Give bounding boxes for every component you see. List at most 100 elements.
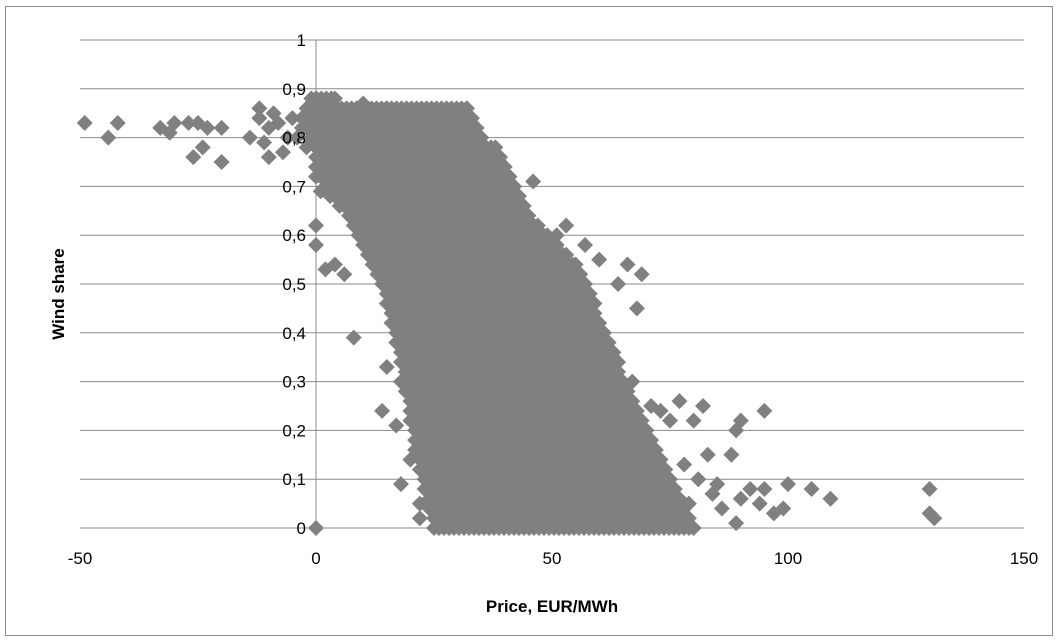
data-point [459,110,476,127]
data-point [624,373,641,390]
data-point [619,256,636,273]
data-point [454,251,471,268]
data-point [397,178,414,195]
data-point [581,471,598,488]
data-point [308,520,324,536]
data-point [501,276,518,292]
data-point [416,344,433,361]
dense-marker [685,520,702,536]
data-point [260,149,277,166]
data-point [713,500,730,517]
data-point [676,456,693,473]
data-point [577,236,594,253]
data-point [510,383,527,400]
data-point [308,168,324,185]
data-point [308,90,324,107]
data-point [699,446,716,463]
data-point [525,173,542,190]
data-point [194,139,211,156]
data-point [440,471,457,488]
data-point [671,393,688,410]
data-point [350,217,367,234]
data-point [600,495,617,512]
data-point [558,217,575,234]
data-point [822,490,839,507]
y-tick-label: 0,1 [282,470,306,489]
data-point [279,129,296,146]
data-point [591,251,608,268]
data-point [374,402,391,419]
data-point [293,119,310,136]
data-point [628,300,645,317]
data-point [695,398,712,414]
data-point [411,510,428,527]
x-axis-title: Price, EUR/MWh [486,597,618,616]
data-point [539,505,556,522]
data-point [482,227,499,244]
y-tick-label: 0,9 [282,80,306,99]
data-point [534,251,551,268]
data-point [468,290,485,307]
gridlines [80,39,1024,529]
data-point [506,510,523,527]
data-point [421,437,438,454]
data-point [463,461,480,478]
data-point [359,168,376,185]
y-tick-label: 0,3 [282,373,306,392]
data-point [496,446,513,463]
data-point [586,324,603,341]
y-tick-label: 0,6 [282,226,306,245]
data-point [449,510,466,527]
data-point [605,349,622,366]
data-point [496,178,513,195]
data-point [397,300,414,317]
data-point [317,154,334,170]
data-point [251,100,268,117]
x-tick-labels: -50 0 50 100 150 [68,549,1038,568]
y-tick-label: 0,4 [282,324,306,343]
data-point [662,412,678,429]
data-point [388,417,405,434]
y-tick-label: 0,8 [282,129,306,148]
data-points [76,90,943,536]
data-point [473,149,490,166]
data-point [638,510,655,527]
data-point [756,480,773,497]
data-point [284,110,301,127]
data-point [803,480,820,497]
data-point [520,471,537,488]
data-point [308,217,324,234]
x-tick-label: 150 [1010,549,1038,568]
data-point [199,119,216,136]
data-point [402,451,419,468]
data-point [355,95,372,112]
x-tick-label: -50 [68,549,93,568]
data-point [251,110,268,127]
data-point [477,398,494,414]
data-point [567,510,584,527]
data-point [685,412,702,429]
data-point [402,227,419,244]
data-point [723,446,740,463]
data-point [544,349,560,366]
data-point [595,422,612,439]
data-point [548,227,565,244]
data-point [492,349,509,366]
data-point [378,100,395,117]
data-point [383,251,400,268]
data-point [426,154,442,170]
data-point [392,373,409,390]
data-point [732,412,749,429]
y-tick-label: 1 [297,31,306,50]
data-point [435,422,452,439]
data-point [241,129,258,146]
data-point [274,144,291,161]
data-point [633,266,650,283]
y-tick-label: 0,5 [282,275,306,294]
data-point [454,373,471,390]
data-point [336,266,353,283]
data-point [364,105,381,122]
data-point [520,315,537,332]
data-point [487,495,504,512]
